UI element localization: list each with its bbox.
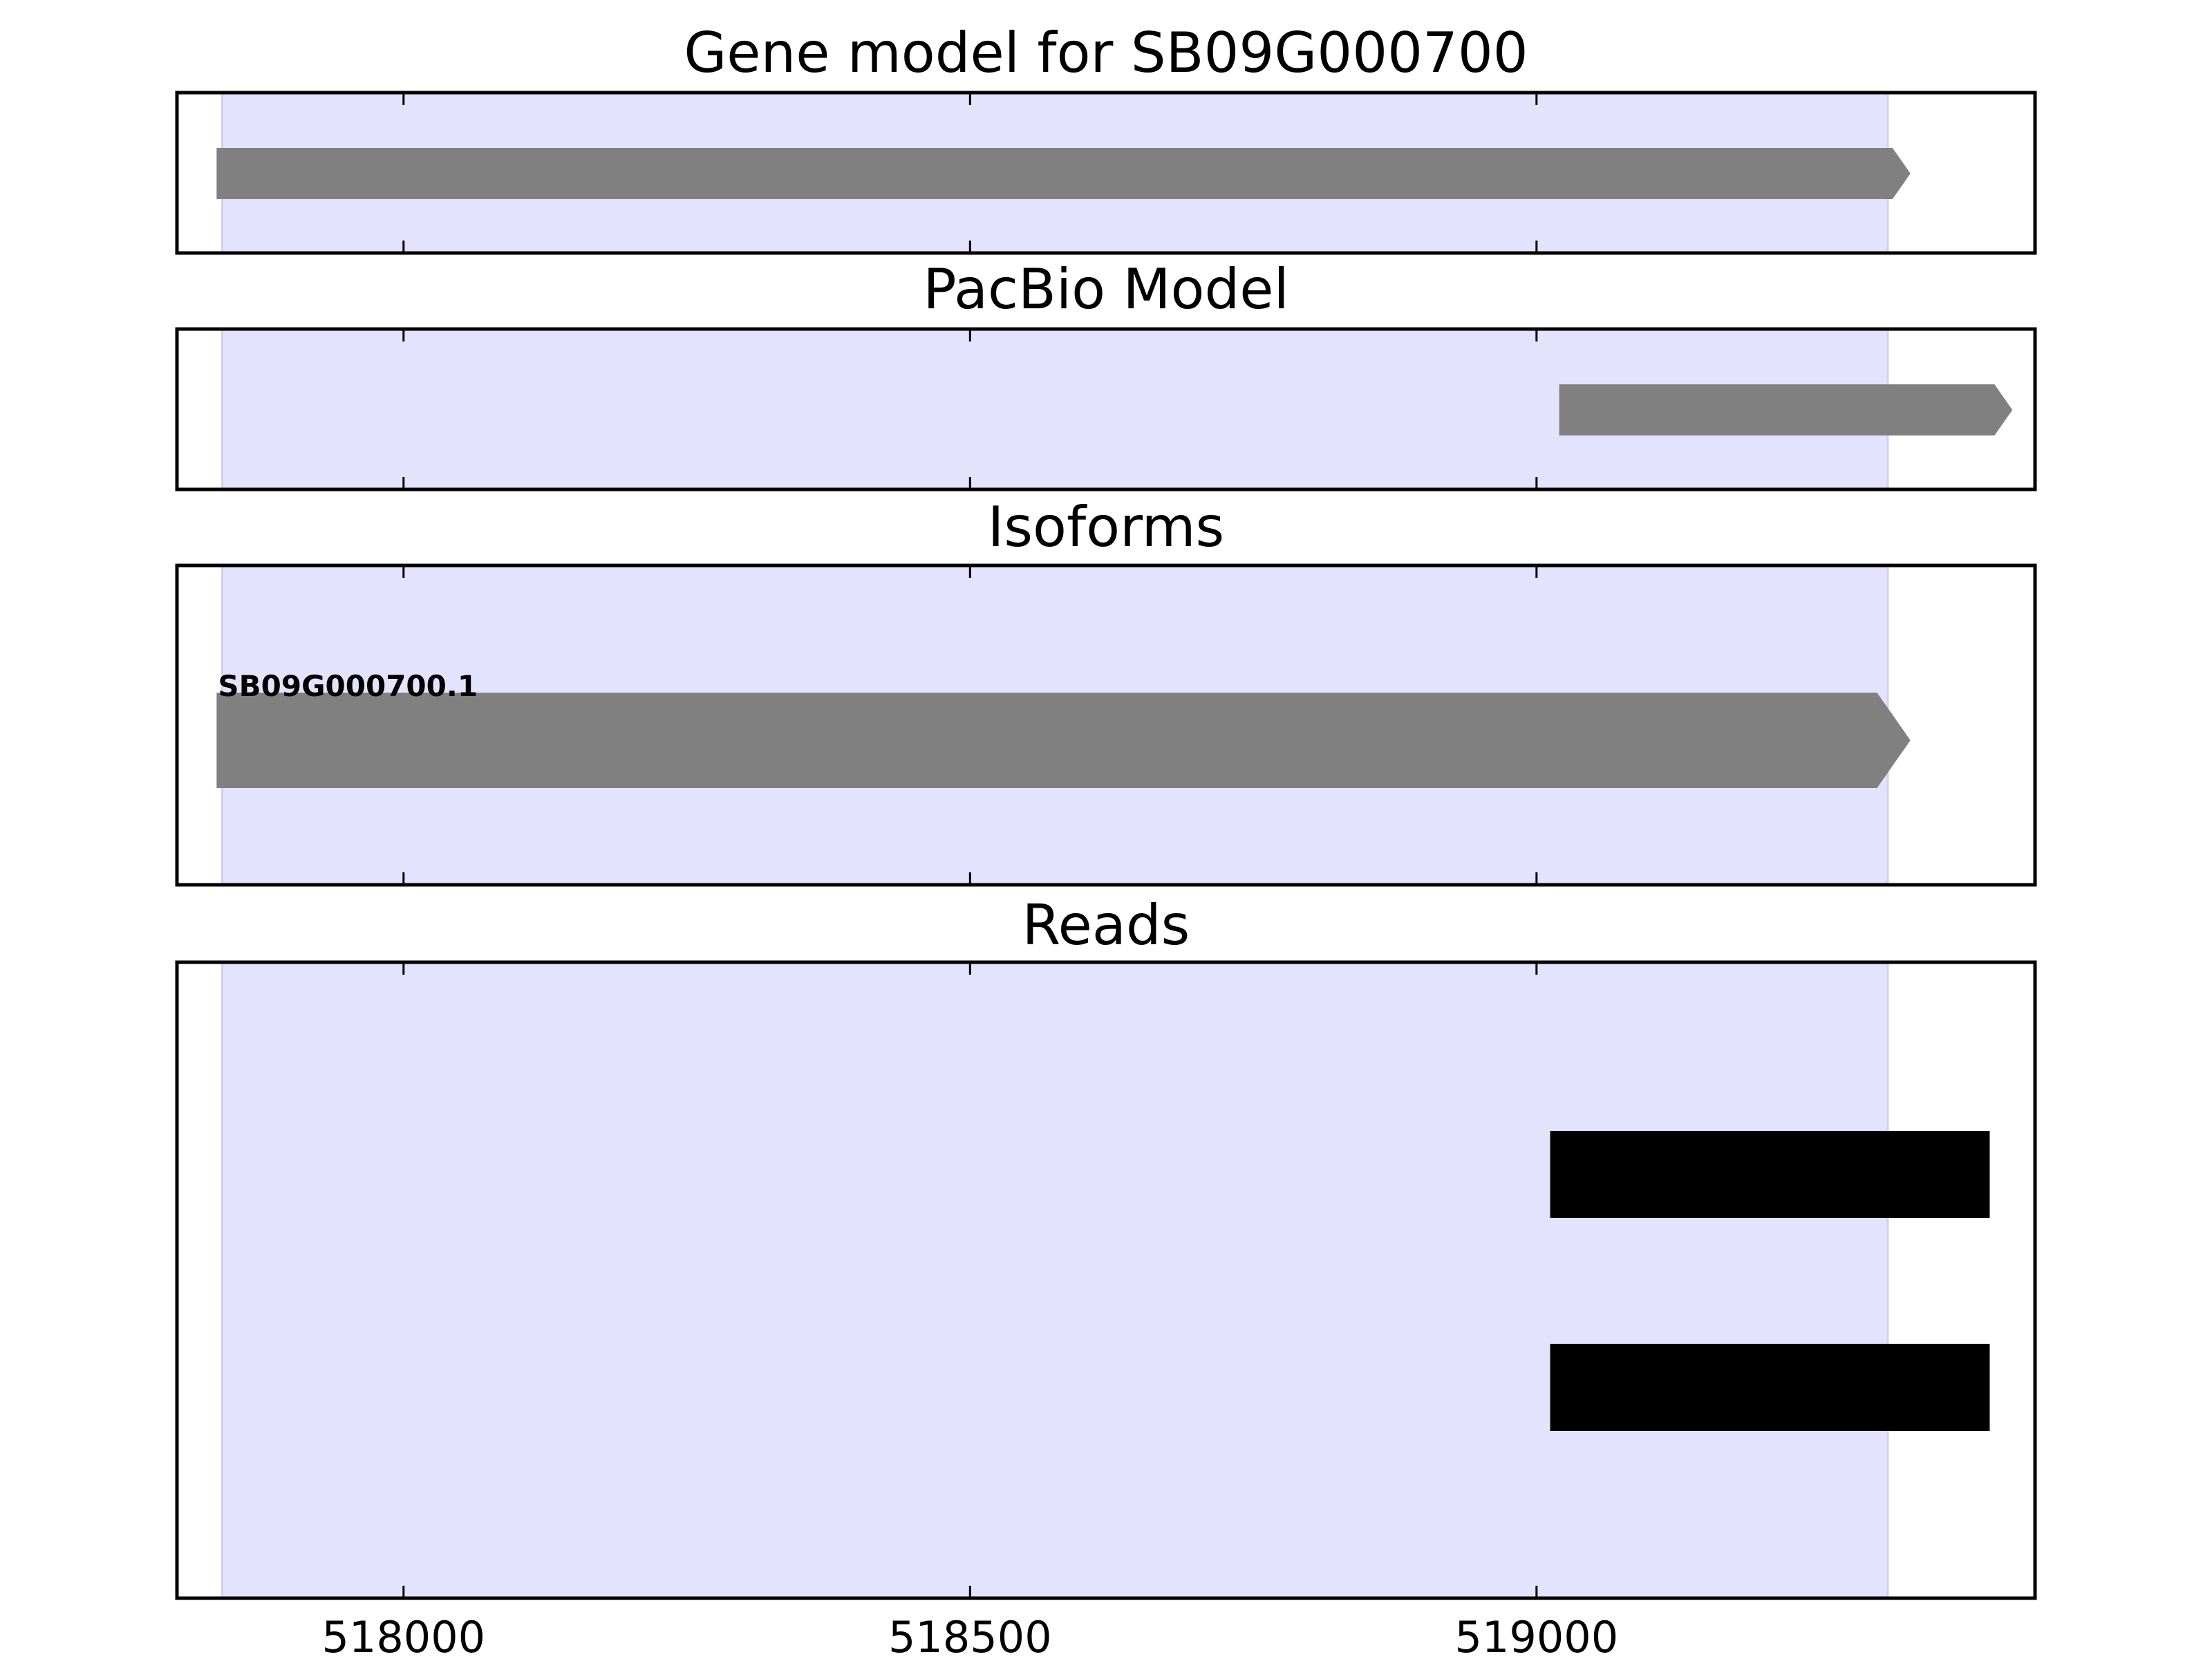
read-bar bbox=[1550, 1344, 1990, 1431]
pacbio-model-title: PacBio Model bbox=[923, 257, 1288, 321]
pacbio-model-ticks bbox=[402, 329, 1538, 489]
isoforms-panel: Isoforms SB09G000700.1 bbox=[175, 495, 2037, 887]
gene-model-feature bbox=[216, 148, 1911, 199]
pacbio-model-feature bbox=[1559, 384, 2013, 435]
reads-ticks bbox=[402, 962, 1538, 1598]
reads-title: Reads bbox=[1022, 893, 1190, 957]
gene-model-panel: Gene model for SB09G000700 bbox=[175, 21, 2037, 255]
x-tick-label: 518000 bbox=[321, 1612, 485, 1659]
x-tick-label: 518500 bbox=[888, 1612, 1052, 1659]
reads-panel: Reads bbox=[175, 893, 2037, 1600]
isoforms-ticks bbox=[402, 565, 1538, 885]
gene-model-title: Gene model for SB09G000700 bbox=[684, 21, 1528, 85]
isoforms-title: Isoforms bbox=[988, 495, 1224, 559]
pacbio-model-frame bbox=[175, 327, 2037, 491]
x-tick-label: 519000 bbox=[1454, 1612, 1618, 1659]
isoforms-frame bbox=[175, 563, 2037, 887]
reads-frame bbox=[175, 960, 2037, 1600]
x-axis-tick-labels: 518000 518500 519000 bbox=[321, 1612, 1618, 1659]
isoform-feature bbox=[216, 693, 1911, 788]
gene-model-frame bbox=[175, 91, 2037, 255]
reads-highlight-region bbox=[221, 961, 1889, 1600]
gene-model-ticks bbox=[402, 93, 1538, 253]
read-bar bbox=[1550, 1131, 1990, 1218]
isoform-label: SB09G000700.1 bbox=[218, 669, 478, 703]
pacbio-model-panel: PacBio Model bbox=[175, 257, 2037, 491]
